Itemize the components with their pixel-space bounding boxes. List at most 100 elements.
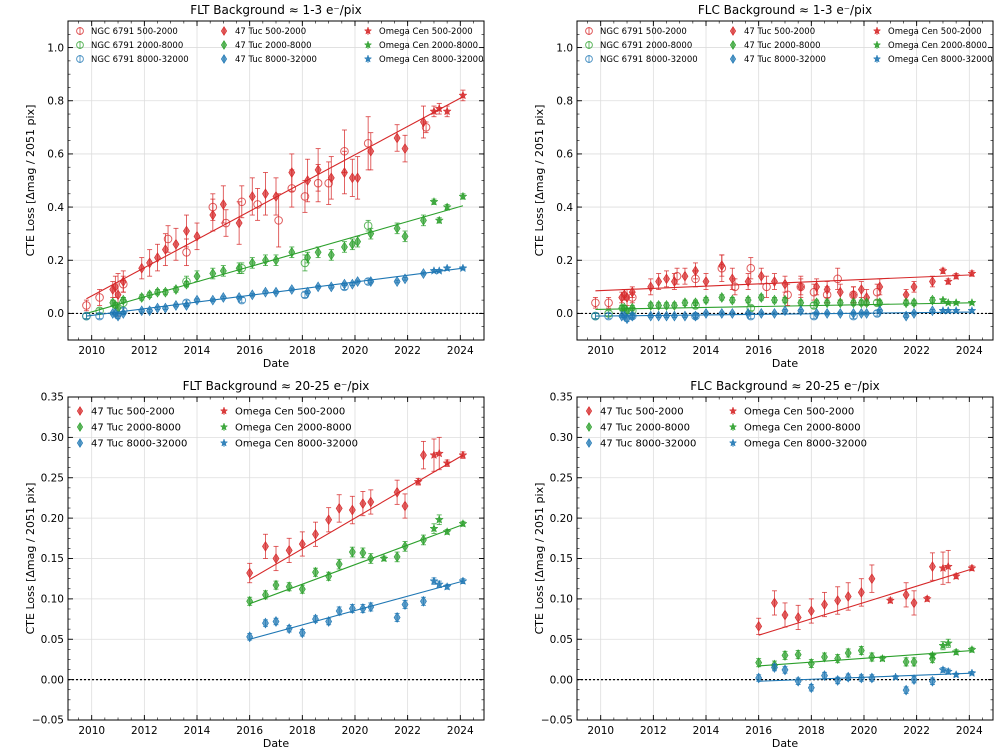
legend-item: NGC 6791 8000-32000: [76, 55, 189, 65]
grid: [68, 21, 484, 340]
legend-label: Omega Cen 500-2000: [379, 27, 473, 37]
data-point: [943, 297, 953, 307]
legend-marker: [363, 26, 373, 35]
data-point: [781, 294, 789, 306]
data-point: [312, 528, 319, 540]
legend-label: 47 Tuc 2000-8000: [600, 423, 690, 434]
data-point: [219, 199, 227, 210]
data-point: [182, 247, 191, 257]
data-point: [943, 305, 953, 315]
x-axis-label: Date: [772, 737, 799, 749]
data-point: [967, 563, 977, 573]
data-point: [863, 307, 871, 319]
data-point: [834, 595, 842, 606]
data-point: [119, 307, 127, 319]
data-point: [647, 300, 655, 311]
plot-area: [755, 549, 977, 696]
data-point: [910, 307, 918, 319]
data-point: [781, 609, 789, 621]
series-5: [379, 514, 468, 563]
legend-label: NGC 6791 2000-8000: [600, 41, 692, 51]
data-point: [348, 546, 356, 558]
data-point: [119, 276, 127, 287]
data-point: [312, 566, 319, 578]
x-tick-label: 2016: [236, 725, 263, 737]
x-tick-label: 2012: [640, 725, 667, 737]
legend-marker: [585, 422, 593, 432]
data-point: [943, 561, 953, 571]
ticks: 2010 2012 2014 2016 2018 2020 2022 2024 0.0 0.2 0.…: [556, 20, 993, 357]
data-point: [929, 675, 936, 687]
data-point: [834, 653, 842, 665]
data-point: [354, 276, 362, 287]
data-point: [943, 666, 953, 676]
data-point: [692, 310, 699, 322]
data-point: [119, 294, 127, 306]
data-point: [771, 294, 778, 306]
data-point: [744, 307, 752, 319]
x-tick-label: 2016: [745, 345, 772, 357]
data-point: [951, 647, 961, 657]
chart-panel-3: 2010 2012 2014 2016 2018 2020 2022 2024 −0.05 0.0…: [24, 379, 485, 749]
data-point: [692, 265, 699, 277]
data-point: [401, 540, 409, 552]
data-point: [967, 305, 977, 315]
data-point: [111, 281, 119, 293]
data-point: [757, 292, 765, 303]
data-point: [718, 292, 726, 303]
data-point: [434, 266, 444, 275]
data-point: [967, 668, 977, 678]
data-point: [628, 286, 636, 298]
data-point: [771, 597, 778, 609]
data-point: [967, 644, 977, 654]
y-tick-label: 1.0: [47, 42, 64, 54]
data-point: [363, 138, 373, 148]
data-point: [458, 576, 468, 586]
data-point: [755, 657, 763, 669]
data-point: [902, 310, 910, 322]
chart-title: FLC Background ≈ 20-25 e⁻/pix: [690, 379, 880, 393]
x-tick-label: 2010: [78, 725, 105, 737]
legend-label: Omega Cen 8000-32000: [379, 55, 484, 65]
data-point: [274, 216, 283, 225]
y-tick-label: 0.35: [41, 392, 64, 404]
data-point: [335, 605, 343, 617]
data-point: [442, 202, 452, 211]
data-point: [434, 215, 444, 225]
x-tick-label: 2020: [342, 725, 369, 737]
data-point: [850, 297, 857, 309]
data-point: [235, 217, 243, 229]
data-point: [285, 623, 293, 635]
data-point: [335, 503, 343, 514]
x-tick-label: 2024: [956, 345, 983, 357]
y-tick-label: 0.05: [550, 634, 573, 646]
data-point: [262, 540, 269, 552]
data-point: [325, 570, 333, 582]
data-point: [591, 311, 600, 321]
data-point: [393, 551, 401, 563]
data-point: [836, 297, 844, 309]
data-point: [314, 246, 322, 258]
data-point: [262, 188, 269, 200]
series-6: [618, 305, 936, 325]
legend-marker: [872, 26, 882, 35]
data-point: [288, 167, 296, 178]
data-point: [836, 307, 844, 319]
y-tick-label: 0.4: [47, 202, 64, 214]
data-point: [868, 672, 876, 684]
series-6: [109, 268, 427, 322]
y-tick-label: 0.8: [556, 95, 573, 107]
data-point: [755, 672, 763, 684]
x-tick-label: 2018: [289, 725, 316, 737]
data-point: [272, 579, 280, 591]
legend-marker: [585, 55, 593, 63]
chart-panel-4: 2010 2012 2014 2016 2018 2020 2022 2024 −0.05 0.0…: [533, 379, 994, 749]
data-point: [359, 498, 367, 510]
data-point: [393, 276, 401, 287]
data-point: [781, 664, 789, 676]
y-tick-label: 0.30: [41, 432, 64, 444]
x-tick-label: 2018: [798, 345, 825, 357]
x-axis-label: Date: [263, 357, 290, 370]
data-point: [262, 286, 269, 298]
data-point: [929, 276, 936, 287]
